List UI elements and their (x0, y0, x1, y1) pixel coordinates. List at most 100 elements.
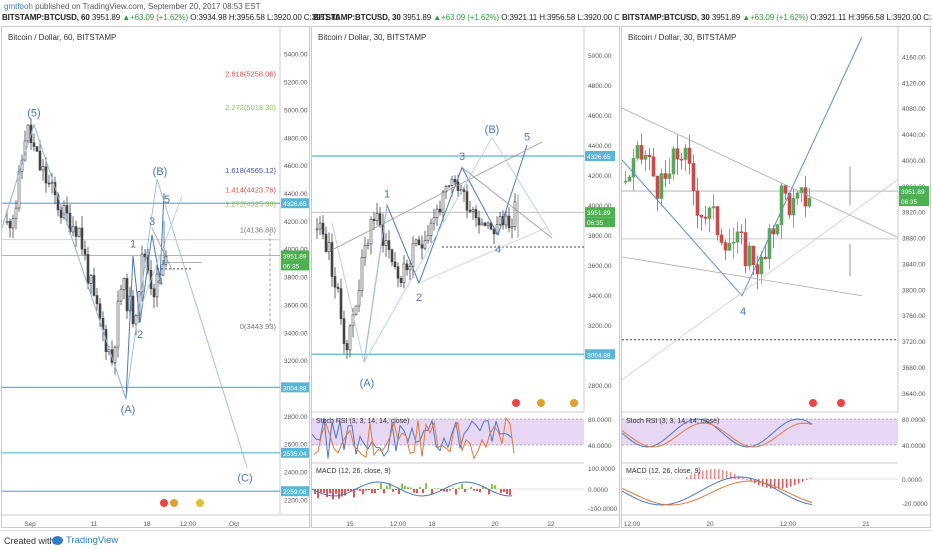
chart-canvas-30m-b[interactable]: 4160.004120.004080.004040.004000.003960.… (622, 27, 931, 528)
macd-tick: -20.0000 (902, 501, 928, 508)
macd-hist-bar (329, 489, 331, 494)
candle-body (83, 248, 87, 255)
candle-body (507, 215, 511, 229)
macd-hist-bar (434, 488, 436, 489)
candle-body (414, 239, 418, 245)
macd-hist-bar (778, 479, 780, 489)
macd-hist-bar (722, 469, 724, 479)
tradingview-logo-icon (52, 536, 63, 545)
candle-body (411, 243, 415, 267)
last-price-tag: 3951.89 (587, 210, 611, 217)
footer: Created with TradingView (0, 530, 932, 550)
fib-label: 1(4136.88) (240, 226, 277, 235)
macd-hist-bar (794, 479, 796, 486)
chart-panel-30m-a[interactable]: 5000.00 4800.00 4600.00 4400.00 4200.00 4000.… (311, 26, 620, 528)
rsi-tick: 40.0000 (588, 443, 612, 450)
channel-upper (331, 141, 543, 251)
candle-body (327, 242, 331, 253)
candle-body (707, 207, 712, 219)
macd-hist-bar (786, 479, 788, 488)
fib-label: 1.618(4565.12) (225, 166, 276, 175)
event-icon (170, 499, 178, 507)
quote-line-3: BITSTAMP:BTCUSD, 30 3951.89 ▲+63.09 (+1.… (622, 13, 932, 22)
candle-body (683, 147, 688, 160)
candle-body (691, 163, 696, 192)
macd-hist-bar (323, 489, 325, 493)
macd-hist-bar (491, 484, 493, 489)
price-tick-label: 3640.00 (902, 391, 926, 398)
author-link[interactable]: gmtfooh (4, 2, 33, 11)
macd-hist-bar (317, 489, 319, 499)
candle-body (315, 228, 319, 231)
tradingview-brand-link[interactable]: TradingView (66, 535, 119, 546)
candle-body (369, 218, 373, 245)
candle-body (71, 226, 75, 233)
candle-body (671, 148, 676, 175)
macd-hist-bar (734, 473, 736, 479)
candle-body (759, 256, 764, 275)
macd-hist-bar (431, 489, 433, 495)
fib-label: 1.272(4325.36) (225, 199, 276, 208)
chart-panel-30m-b[interactable]: 4160.004120.004080.004040.004000.003960.… (621, 26, 931, 528)
candle-body (667, 173, 672, 179)
candle-body (390, 249, 394, 263)
time-axis-label: 12:00 (780, 521, 797, 528)
wave-label: (B) (153, 166, 168, 178)
candle-body (456, 181, 460, 191)
macd-hist-bar (798, 479, 800, 484)
candle-body (143, 253, 147, 258)
candle-body (483, 222, 487, 226)
candle-body (366, 243, 370, 246)
candle-body (755, 264, 760, 275)
chart-panel-1h[interactable]: 5400.00 5200.00 5000.00 4800.00 4600.00 4400.… (1, 26, 310, 528)
candle-body (779, 185, 784, 225)
candle-body (695, 190, 700, 216)
candle-body (122, 278, 126, 290)
candle-body (65, 205, 69, 214)
price-tick-label: 5200.00 (284, 80, 308, 87)
price-tick-label: 3800.00 (588, 233, 612, 240)
candle-body (26, 124, 30, 142)
chart-canvas-30m-a[interactable]: 5000.00 4800.00 4600.00 4400.00 4200.00 4000.… (312, 27, 620, 528)
candle-body (435, 208, 439, 218)
candle-body (651, 156, 656, 177)
macd-hist-bar (419, 487, 421, 489)
price-tick-label: 3400.00 (284, 330, 308, 337)
candle-body (372, 218, 376, 222)
quote-symbol: BITSTAMP:BTCUSD, 30 (313, 13, 401, 22)
signal-line (622, 480, 813, 506)
macd-line (622, 476, 813, 506)
candle-body (426, 235, 430, 241)
wave-label: 1 (130, 238, 136, 250)
macd-hist-bar (446, 489, 448, 492)
candle-body (363, 245, 367, 258)
candle-body (50, 182, 54, 184)
candle-body (5, 220, 9, 223)
macd-hist-bar (806, 479, 808, 480)
level-tag-3004-bg (281, 382, 309, 393)
candle-body (402, 263, 406, 283)
candle-body (348, 325, 352, 351)
candle-body (492, 228, 496, 235)
chart-canvas-1h[interactable]: 5400.00 5200.00 5000.00 4800.00 4600.00 4400.… (2, 27, 310, 528)
price-tick-label: 5000.00 (284, 107, 308, 114)
macd-tick: 100.0000 (588, 466, 615, 473)
wave-label: 5 (164, 194, 170, 206)
candle-body (396, 266, 400, 279)
macd-hist-bar (503, 489, 505, 492)
last-price-tag-bg (899, 186, 929, 197)
macd-hist-bar (790, 479, 792, 487)
time-axis-label: 20 (706, 521, 714, 528)
candle-body (324, 233, 328, 253)
candle-body (513, 201, 517, 227)
price-tick-label: 4800.00 (588, 83, 612, 90)
macd-hist-bar (389, 483, 391, 489)
candle-body (655, 175, 660, 199)
price-tick-label: 4000.00 (588, 203, 612, 210)
candle-body (489, 222, 493, 230)
rsi-tick: 80.0000 (902, 417, 926, 424)
macd-hist-bar (449, 489, 451, 491)
candle-body (450, 179, 454, 186)
candle-body (767, 228, 772, 260)
macd-hist-bar (742, 477, 744, 479)
